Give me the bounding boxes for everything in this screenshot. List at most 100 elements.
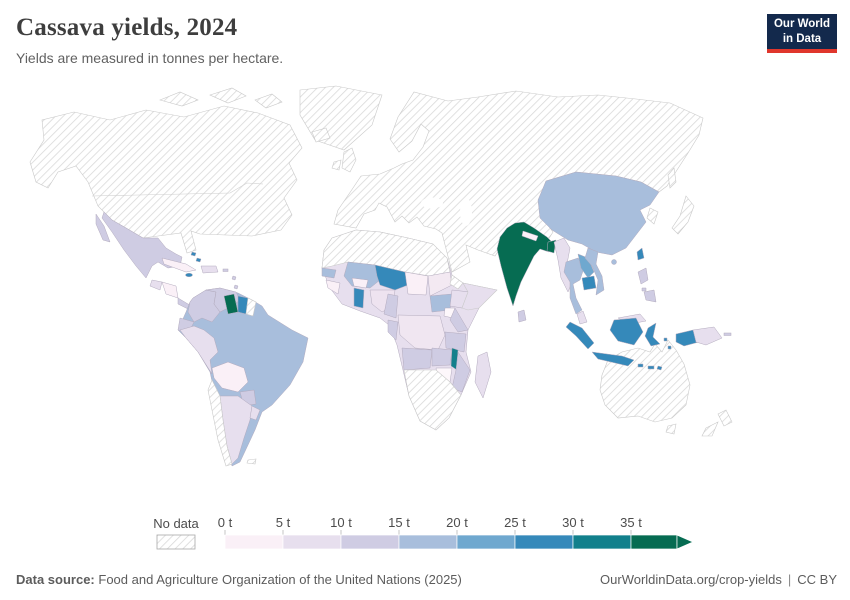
legend-tick-7: 35 t: [620, 515, 642, 530]
country-senegal[interactable]: [321, 267, 337, 279]
region-sakhalin-no-data[interactable]: [667, 167, 677, 189]
country-sri-lanka[interactable]: [517, 309, 527, 323]
country-angola[interactable]: [401, 347, 433, 371]
legend-bin-0[interactable]: [224, 534, 284, 550]
country-madagascar[interactable]: [474, 351, 492, 399]
legend-no-data-label: No data: [153, 516, 199, 531]
black-sea: [421, 197, 443, 209]
region-southern-africa-no-data[interactable]: [403, 369, 462, 431]
region-north-america-no-data[interactable]: [29, 105, 303, 254]
legend-tick-2: 10 t: [330, 515, 352, 530]
country-uruguay[interactable]: [249, 405, 261, 421]
region-arctic-islands-no-data[interactable]: [159, 87, 283, 109]
country-hispaniola[interactable]: [200, 265, 219, 274]
country-jamaica[interactable]: [185, 272, 193, 278]
footer-separator: |: [787, 572, 792, 587]
page-title: Cassava yields, 2024: [16, 14, 238, 41]
region-french-guiana-no-data[interactable]: [245, 297, 257, 317]
owid-logo-line2: in Data: [782, 32, 822, 45]
country-chad[interactable]: [404, 271, 429, 296]
legend-bin-3[interactable]: [398, 534, 458, 550]
country-burkina-faso[interactable]: [351, 277, 369, 289]
legend-color-bar: [224, 534, 694, 550]
legend-tick-1: 5 t: [276, 515, 291, 530]
country-philippines[interactable]: [637, 267, 657, 303]
country-cameroon[interactable]: [383, 293, 399, 319]
legend-bin-7[interactable]: [630, 534, 678, 550]
us-canada-border: [91, 182, 264, 197]
region-new-zealand-no-data[interactable]: [701, 409, 733, 437]
country-zambia[interactable]: [431, 347, 453, 367]
legend-bin-6[interactable]: [572, 534, 632, 550]
region-somalia-horn[interactable]: [461, 282, 498, 311]
country-congo-gabon[interactable]: [387, 319, 399, 341]
region-falklands-no-data[interactable]: [246, 458, 257, 465]
legend-no-data-swatch[interactable]: [156, 534, 196, 550]
country-indonesia-java[interactable]: [591, 351, 635, 367]
country-vietnam[interactable]: [584, 247, 605, 296]
license-badge: CC BY: [797, 572, 837, 587]
region-chile-no-data[interactable]: [207, 379, 233, 467]
country-cambodia[interactable]: [581, 275, 597, 291]
page-subtitle: Yields are measured in tonnes per hectar…: [16, 50, 284, 66]
country-honduras-nicaragua[interactable]: [161, 281, 179, 299]
country-nepal[interactable]: [521, 230, 539, 242]
country-bangladesh[interactable]: [546, 239, 557, 254]
country-puerto-rico[interactable]: [222, 268, 229, 272]
data-source-label: Data source:: [16, 572, 95, 587]
country-china[interactable]: [537, 171, 660, 256]
data-source: Data source: Food and Agriculture Organi…: [16, 572, 462, 587]
country-taiwan[interactable]: [636, 247, 645, 261]
country-india[interactable]: [496, 221, 554, 307]
country-ghana[interactable]: [353, 287, 365, 309]
country-peru[interactable]: [179, 325, 219, 375]
region-tasmania-no-data[interactable]: [665, 423, 677, 435]
country-indonesia-sulawesi[interactable]: [644, 322, 661, 347]
region-greenland-no-data[interactable]: [299, 85, 383, 151]
chart-header: Cassava yields, 2024 Yields are measured…: [16, 14, 283, 66]
country-kenya[interactable]: [449, 307, 469, 333]
country-bahamas[interactable]: [190, 251, 202, 263]
legend-tick-6: 30 t: [562, 515, 584, 530]
caspian-sea: [460, 198, 472, 226]
country-tanzania[interactable]: [444, 331, 467, 353]
legend-arrow: [676, 534, 694, 550]
country-new-britain[interactable]: [723, 332, 732, 336]
legend-tick-3: 15 t: [388, 515, 410, 530]
legend-bin-4[interactable]: [456, 534, 516, 550]
country-papua-new-guinea[interactable]: [692, 326, 723, 346]
country-indonesia-maluku[interactable]: [663, 337, 672, 350]
country-guatemala[interactable]: [149, 279, 163, 291]
region-korea-no-data[interactable]: [646, 207, 659, 225]
region-australia-no-data[interactable]: [599, 339, 691, 423]
owid-url-link[interactable]: OurWorldinData.org/crop-yields: [600, 572, 782, 587]
country-indonesia-sumatra[interactable]: [565, 321, 595, 350]
map-legend: No data 0 t 5 t 10 t 15 t 20 t 25 t 30 t…: [153, 515, 694, 550]
region-eritrea-no-data[interactable]: [449, 274, 464, 290]
country-bolivia[interactable]: [211, 361, 249, 393]
region-british-isles-no-data[interactable]: [331, 147, 357, 173]
country-guinea[interactable]: [325, 279, 341, 295]
country-indonesia-lesser-sunda[interactable]: [637, 363, 663, 371]
data-source-text: Food and Agriculture Organization of the…: [98, 572, 462, 587]
country-hainan[interactable]: [611, 259, 617, 265]
legend-tick-5: 25 t: [504, 515, 526, 530]
region-japan-no-data[interactable]: [671, 195, 695, 235]
owid-logo[interactable]: Our World in Data: [767, 14, 837, 53]
legend-bin-2[interactable]: [340, 534, 400, 550]
legend-bin-5[interactable]: [514, 534, 574, 550]
country-cuba[interactable]: [161, 257, 197, 273]
country-malaysia-peninsula[interactable]: [576, 310, 588, 325]
legend-ticks: [224, 530, 632, 535]
legend-tick-4: 20 t: [446, 515, 468, 530]
country-mexico-baja[interactable]: [95, 213, 111, 243]
legend-bin-1[interactable]: [282, 534, 342, 550]
country-indonesia-papua[interactable]: [675, 329, 700, 347]
country-lesser-antilles[interactable]: [231, 275, 239, 290]
legend-tick-0: 0 t: [218, 515, 233, 530]
owid-logo-line1: Our World: [773, 18, 830, 30]
region-iceland-no-data[interactable]: [311, 127, 331, 143]
chart-footer: Data source: Food and Agriculture Organi…: [16, 572, 837, 587]
country-indonesia-borneo[interactable]: [609, 317, 644, 346]
